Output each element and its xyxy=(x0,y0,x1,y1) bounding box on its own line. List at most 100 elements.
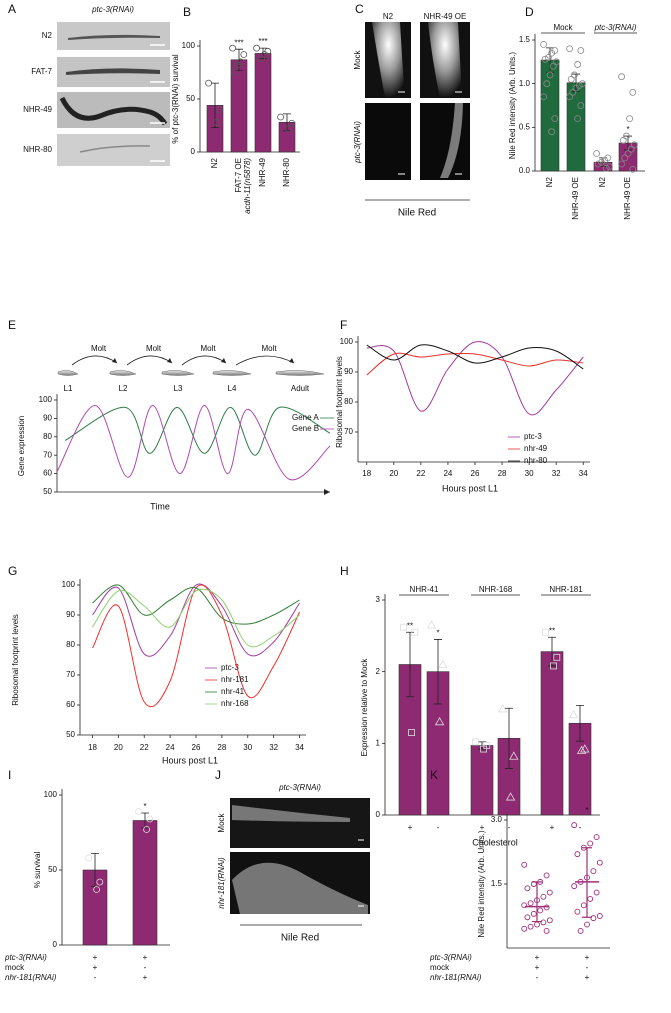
data-point xyxy=(537,907,544,914)
data-point xyxy=(545,54,552,61)
data-point xyxy=(587,895,594,902)
y-tick-label: 50 xyxy=(43,487,52,496)
y-tick-label: 50 xyxy=(48,865,57,874)
error-bar xyxy=(141,812,149,829)
scale-bar xyxy=(150,44,165,162)
data-point xyxy=(213,118,221,126)
x-tick-label: acdh-11(n5878) xyxy=(243,158,252,214)
x-axis-label: Time xyxy=(150,501,170,511)
row-label: mock xyxy=(430,963,450,972)
worm xyxy=(109,370,137,376)
y-tick-label: 60 xyxy=(66,700,75,709)
data-point xyxy=(521,925,528,932)
data-point xyxy=(549,62,557,70)
data-point xyxy=(593,834,600,841)
bar xyxy=(540,651,564,816)
x-axis-label: Hours post L1 xyxy=(442,483,498,493)
data-point xyxy=(540,893,547,900)
y-axis-label: Ribosomal footprint levels xyxy=(11,614,20,706)
worm xyxy=(232,862,368,914)
x-tick-label: N2 xyxy=(210,157,219,168)
x-tick-label: 32 xyxy=(552,469,561,478)
data-point xyxy=(540,40,547,48)
y-tick-label: 100 xyxy=(340,337,354,346)
error-bar xyxy=(576,704,584,742)
data-point xyxy=(569,89,577,96)
x-tick-label: N2 xyxy=(545,176,554,187)
row-label: Mock xyxy=(217,812,226,832)
row-label: ptc-3(RNAi) xyxy=(429,953,472,962)
worm xyxy=(212,370,252,376)
data-point xyxy=(527,923,534,930)
data-point xyxy=(553,653,561,661)
panel-letter: E xyxy=(8,318,16,332)
data-point xyxy=(216,106,224,113)
legend-label: nhr-80 xyxy=(524,456,548,465)
data-point xyxy=(521,902,528,909)
y-tick-label: 0.0 xyxy=(519,166,531,175)
molt-label: Molt xyxy=(91,344,107,353)
error-bar xyxy=(505,707,513,769)
data-point xyxy=(261,51,269,58)
panel-letter: F xyxy=(340,318,347,332)
x-tick-label: NHR-49 xyxy=(258,157,267,186)
x-tick-label: 18 xyxy=(88,743,97,752)
y-tick-label: 50 xyxy=(186,94,195,103)
data-point xyxy=(574,851,581,858)
row-mark: + xyxy=(143,953,148,962)
stage-label: L1 xyxy=(64,384,73,393)
data-point xyxy=(624,150,632,157)
x-tick-label: - xyxy=(508,823,511,832)
row-mark: - xyxy=(586,963,589,972)
annotation: *** xyxy=(234,38,243,47)
column-label: N2 xyxy=(383,12,394,21)
annotation: * xyxy=(626,125,629,134)
row-label: Mock xyxy=(353,49,362,69)
panel-letter: J xyxy=(215,768,221,782)
data-point xyxy=(524,914,531,921)
column-label: NHR-49 OE xyxy=(424,12,467,21)
data-point xyxy=(587,840,594,847)
molt-arrowhead xyxy=(221,358,226,363)
panel-letter: I xyxy=(8,768,11,782)
data-point xyxy=(574,908,581,915)
data-point xyxy=(629,165,637,173)
data-point xyxy=(593,150,600,157)
group-label: NHR-168 xyxy=(479,585,513,594)
group-label: NHR-181 xyxy=(549,585,583,594)
bar xyxy=(254,53,272,153)
panel-letter: C xyxy=(355,2,364,16)
stage-label: L4 xyxy=(228,384,237,393)
molt-arrow xyxy=(181,355,227,366)
data-point xyxy=(601,157,608,164)
x-tick-label: 26 xyxy=(192,743,201,752)
data-point xyxy=(548,49,555,57)
line-series xyxy=(366,352,584,376)
data-point xyxy=(618,73,625,81)
row-mark: + xyxy=(535,953,540,962)
y-tick-label: 60 xyxy=(43,469,52,478)
row-label: ptc-3(RNAi) xyxy=(353,121,362,164)
y-tick-label: 3 xyxy=(376,595,381,604)
row-mark: - xyxy=(144,963,147,972)
row-label: NHR-49 xyxy=(23,105,52,114)
data-point xyxy=(574,61,581,68)
data-point xyxy=(631,141,638,149)
worm xyxy=(232,805,350,822)
data-point xyxy=(85,854,92,862)
x-tick-label: - xyxy=(579,823,582,832)
molt-arrow xyxy=(126,355,173,366)
data-point xyxy=(568,709,579,719)
worm xyxy=(161,370,195,376)
data-point xyxy=(257,55,265,63)
x-tick-label: + xyxy=(550,823,555,832)
panel-title: ptc-3(RNAi) xyxy=(91,5,134,14)
data-point xyxy=(567,75,575,83)
data-point xyxy=(524,885,531,892)
worm xyxy=(428,22,462,98)
data-point xyxy=(590,915,597,922)
data-point xyxy=(546,889,553,896)
x-tick-label: 30 xyxy=(243,743,252,752)
x-tick-label: 24 xyxy=(166,743,175,752)
x-tick-label: 28 xyxy=(498,469,507,478)
